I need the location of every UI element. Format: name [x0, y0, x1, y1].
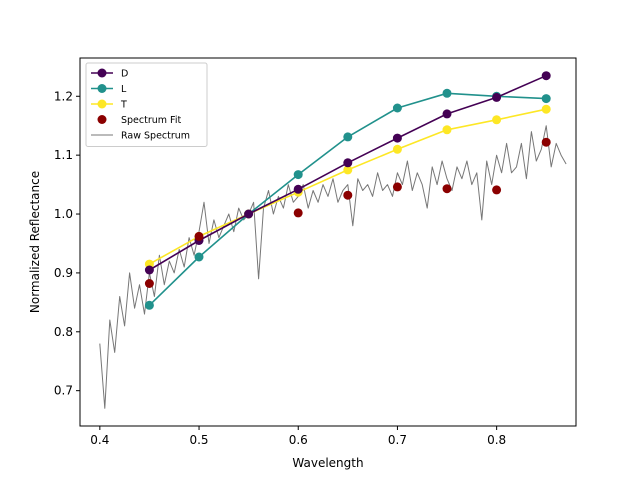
data-point-spectrum-fit	[293, 208, 303, 218]
data-point-spectrum-fit	[392, 182, 402, 192]
data-point-spectrum-fit	[541, 137, 551, 147]
data-point-l	[194, 252, 204, 262]
data-point-spectrum-fit	[492, 185, 502, 195]
data-point-spectrum-fit	[442, 184, 452, 194]
legend-swatch-marker	[97, 84, 107, 93]
legend-item-raw-spectrum: Raw Spectrum	[91, 131, 190, 142]
legend-swatch-marker	[97, 68, 107, 78]
x-tick-label: 0.5	[189, 433, 208, 447]
y-tick-label: 1.2	[54, 89, 73, 103]
legend-swatch-marker	[97, 115, 107, 124]
y-axis-label: Normalized Reflectance	[28, 171, 42, 313]
data-point-t	[442, 125, 452, 135]
x-axis-label: Wavelength	[292, 456, 363, 470]
data-point-l	[343, 132, 353, 142]
axis-ticks: 0.4 0.5 0.6 0.7 0.8 0.7 0.8 0.9 1.0 1.1 1.2	[54, 89, 506, 447]
y-tick-label: 1.1	[54, 148, 73, 162]
data-point-l	[392, 103, 402, 113]
x-tick-label: 0.4	[90, 433, 109, 447]
series-line-raw-spectrum	[99, 125, 567, 409]
y-tick-label: 0.9	[54, 266, 73, 280]
data-point-l	[144, 300, 154, 310]
x-tick-label: 0.7	[388, 433, 407, 447]
data-point-l	[293, 170, 303, 180]
data-point-spectrum-fit	[194, 231, 204, 241]
data-point-t	[343, 165, 353, 175]
legend-label: Raw Spectrum	[121, 131, 190, 142]
legend-swatch-marker	[97, 99, 107, 109]
data-point-t	[541, 104, 551, 114]
x-tick-label: 0.6	[289, 433, 308, 447]
legend: DLT Spectrum Fit Raw Spectrum	[85, 62, 208, 147]
x-tick-label: 0.8	[487, 433, 506, 447]
data-point-d	[492, 92, 502, 102]
legend-label: Spectrum Fit	[121, 115, 181, 126]
data-point-t	[392, 144, 402, 154]
data-point-d	[244, 209, 254, 219]
data-point-d	[144, 265, 154, 275]
plot-area	[99, 71, 567, 409]
data-point-d	[541, 71, 551, 81]
data-point-d	[293, 184, 303, 194]
y-tick-label: 0.8	[54, 325, 73, 339]
legend-label: L	[121, 84, 127, 95]
plot-frame	[79, 57, 577, 427]
legend-item-t: T	[91, 99, 127, 111]
data-point-spectrum-fit	[144, 279, 154, 288]
legend-label: T	[120, 100, 127, 111]
legend-item-d: D	[91, 68, 128, 80]
legend-box	[85, 62, 208, 147]
data-point-d	[392, 133, 402, 143]
data-point-l	[541, 94, 551, 104]
data-point-l	[442, 88, 452, 98]
legend-item-spectrum-fit: Spectrum Fit	[97, 115, 181, 126]
legend-label: D	[121, 69, 128, 80]
legend-item-l: L	[91, 84, 127, 95]
data-point-spectrum-fit	[343, 190, 353, 200]
data-point-d	[442, 109, 452, 119]
y-tick-label: 1.0	[54, 207, 73, 221]
y-tick-label: 0.7	[54, 384, 73, 398]
data-point-d	[343, 158, 353, 168]
data-point-t	[492, 115, 502, 125]
